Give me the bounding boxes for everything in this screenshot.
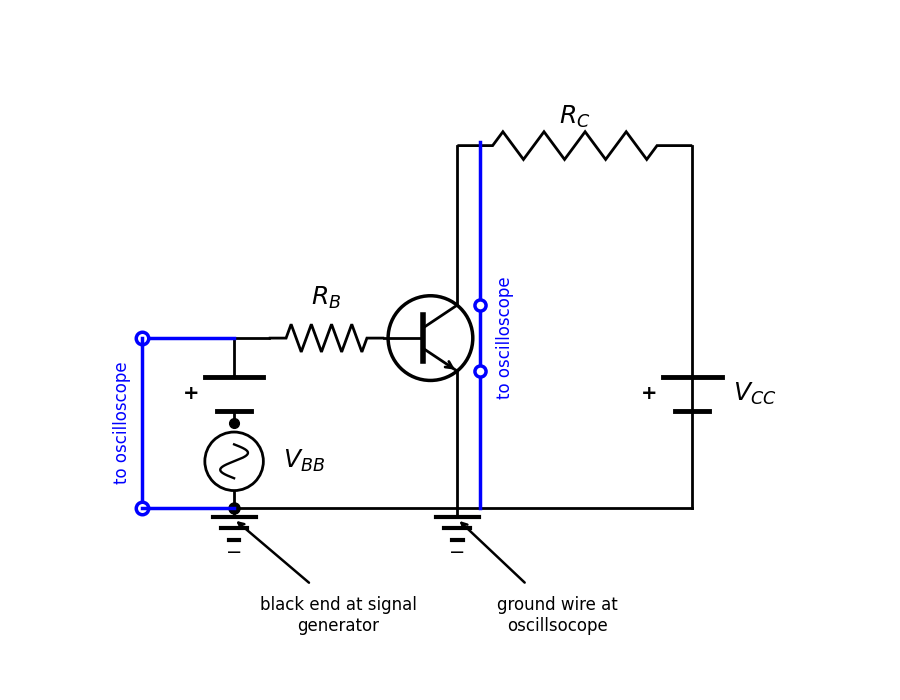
Text: $R_C$: $R_C$ [559,104,590,130]
Text: black end at signal
generator: black end at signal generator [259,596,417,635]
Text: +: + [641,384,657,403]
Text: $R_B$: $R_B$ [311,285,342,311]
Text: $V_{BB}$: $V_{BB}$ [283,448,325,475]
Text: to oscilloscope: to oscilloscope [496,276,514,400]
Text: $V_{CC}$: $V_{CC}$ [734,381,777,407]
Text: −: − [449,542,465,561]
Text: to oscilloscope: to oscilloscope [113,361,131,484]
Text: ground wire at
oscillsocope: ground wire at oscillsocope [497,596,618,635]
Text: +: + [183,384,199,403]
Text: −: − [226,542,242,561]
